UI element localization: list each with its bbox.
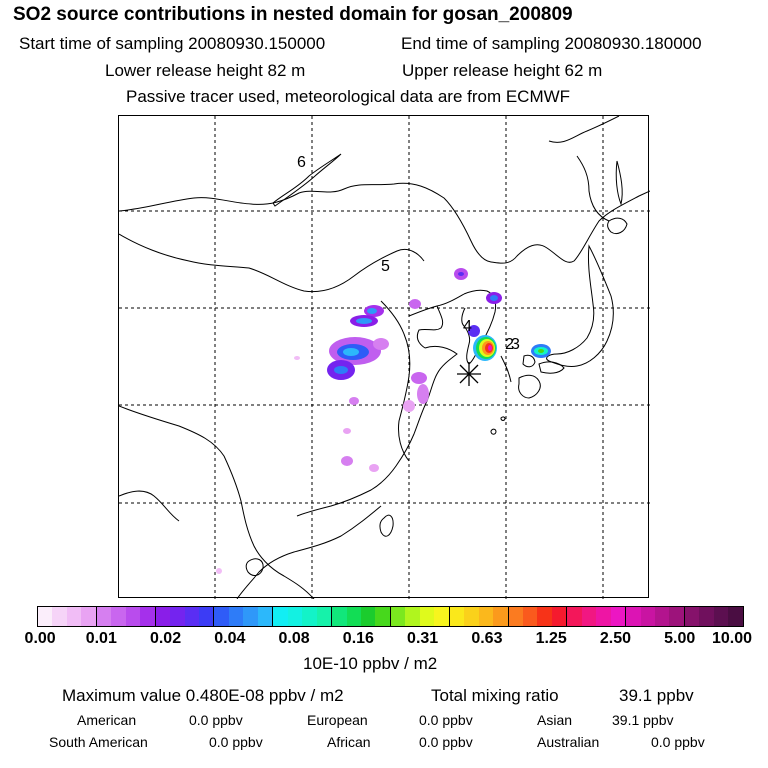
- colorbar-segment: [405, 607, 420, 626]
- colorbar-segment: [198, 607, 215, 626]
- coastlines-borders: [119, 116, 650, 599]
- colorbar-segment: [243, 607, 258, 626]
- map-canvas: [119, 116, 650, 599]
- colorbar-segment: [626, 607, 641, 626]
- colorbar-segment: [610, 607, 627, 626]
- figure-title: SO2 source contributions in nested domai…: [13, 4, 573, 25]
- source-name-australian: Australian: [537, 734, 600, 750]
- colorbar-segment: [302, 607, 317, 626]
- colorbar-segment: [655, 607, 670, 626]
- colorbar-segment: [419, 607, 435, 626]
- total-mixing-label: Total mixing ratio: [431, 686, 559, 705]
- colorbar-tick-label: 1.25: [535, 630, 567, 647]
- tracer-note: Passive tracer used, meteorological data…: [126, 87, 571, 106]
- region-label-4: 4: [463, 318, 472, 335]
- colorbar-segment: [38, 607, 53, 626]
- colorbar-segment: [390, 607, 406, 626]
- source-value-south-american: 0.0 ppbv: [209, 734, 263, 750]
- colorbar-unit-label: 10E-10 ppbv / m2: [303, 654, 438, 673]
- region-label-5: 5: [381, 258, 390, 275]
- colorbar-segment: [493, 607, 509, 626]
- colorbar-segment: [332, 607, 347, 626]
- colorbar-segment: [257, 607, 274, 626]
- source-value-asian: 39.1 ppbv: [612, 712, 674, 728]
- colorbar-segment: [316, 607, 333, 626]
- source-value-american: 0.0 ppbv: [189, 712, 243, 728]
- colorbar-segment: [508, 607, 523, 626]
- lower-release-label: Lower release height 82 m: [105, 61, 306, 80]
- colorbar-segment: [375, 607, 391, 626]
- colorbar-segment: [125, 607, 141, 626]
- lat-lon-grid: [119, 116, 650, 599]
- colorbar-segment: [214, 607, 229, 626]
- source-name-european: European: [307, 712, 368, 728]
- source-value-australian: 0.0 ppbv: [651, 734, 705, 750]
- max-value-label: Maximum value 0.480E-08 ppbv / m2: [62, 686, 344, 705]
- colorbar-segment: [596, 607, 611, 626]
- colorbar-segment: [360, 607, 376, 626]
- colorbar-tick-label: 5.00: [664, 630, 696, 647]
- colorbar-segment: [170, 607, 185, 626]
- colorbar-segment: [669, 607, 685, 626]
- colorbar-segment: [155, 607, 171, 626]
- total-mixing-value: 39.1 ppbv: [619, 686, 694, 705]
- colorbar-tick-label: 0.16: [342, 630, 374, 647]
- source-name-american: American: [77, 712, 137, 728]
- colorbar-tick-label: 0.00: [24, 630, 56, 647]
- colorbar-segment: [96, 607, 112, 626]
- source-name-african: African: [327, 734, 371, 750]
- region-label-6: 6: [297, 154, 306, 171]
- colorbar-tick-label: 0.08: [278, 630, 310, 647]
- region-label-2: 2: [505, 336, 514, 353]
- colorbar-segment: [684, 607, 700, 626]
- colorbar-tick-label: 0.04: [214, 630, 246, 647]
- colorbar-segment: [551, 607, 568, 626]
- colorbar-segment: [478, 607, 494, 626]
- colorbar-tick-label: 0.31: [407, 630, 439, 647]
- source-value-european: 0.0 ppbv: [419, 712, 473, 728]
- colorbar-tick-label: 2.50: [599, 630, 632, 647]
- colorbar-segment: [640, 607, 656, 626]
- colorbar-segment: [522, 607, 538, 626]
- colorbar-segment: [464, 607, 479, 626]
- so2-plumes: [216, 268, 551, 574]
- colorbar-segment: [434, 607, 450, 626]
- colorbar-segment: [66, 607, 82, 626]
- colorbar-tick-label: 0.02: [149, 630, 182, 647]
- asterisk-icon: [457, 362, 481, 386]
- lake-baikal: [272, 153, 342, 207]
- colorbar-segment: [111, 607, 126, 626]
- source-name-south-american: South American: [49, 734, 148, 750]
- map-panel: 6 5 4 2 3: [118, 115, 650, 599]
- source-value-african: 0.0 ppbv: [419, 734, 473, 750]
- colorbar-segment: [52, 607, 67, 626]
- colorbar-segment: [567, 607, 582, 626]
- colorbar-segment: [581, 607, 597, 626]
- colorbar-segment: [449, 607, 465, 626]
- colorbar-tick-label: 10.00: [711, 630, 753, 647]
- colorbar-segment: [228, 607, 244, 626]
- start-time-label: Start time of sampling 20080930.150000: [19, 34, 326, 53]
- colorbar-segment: [728, 607, 743, 626]
- colorbar-tick-label: 0.01: [85, 630, 117, 647]
- source-name-asian: Asian: [537, 712, 573, 728]
- colorbar-segment: [140, 607, 156, 626]
- upper-release-label: Upper release height 62 m: [402, 61, 603, 80]
- colorbar-segment: [81, 607, 97, 626]
- colorbar: [37, 606, 744, 627]
- colorbar-segment: [273, 607, 288, 626]
- colorbar-segment: [346, 607, 361, 626]
- region-label-3: 3: [511, 336, 520, 353]
- colorbar-tick-label: 0.63: [471, 630, 503, 647]
- colorbar-segment: [713, 607, 729, 626]
- colorbar-segment: [184, 607, 199, 626]
- colorbar-segment: [287, 607, 303, 626]
- end-time-label: End time of sampling 20080930.180000: [401, 34, 702, 53]
- colorbar-segment: [537, 607, 552, 626]
- colorbar-segment: [699, 607, 714, 626]
